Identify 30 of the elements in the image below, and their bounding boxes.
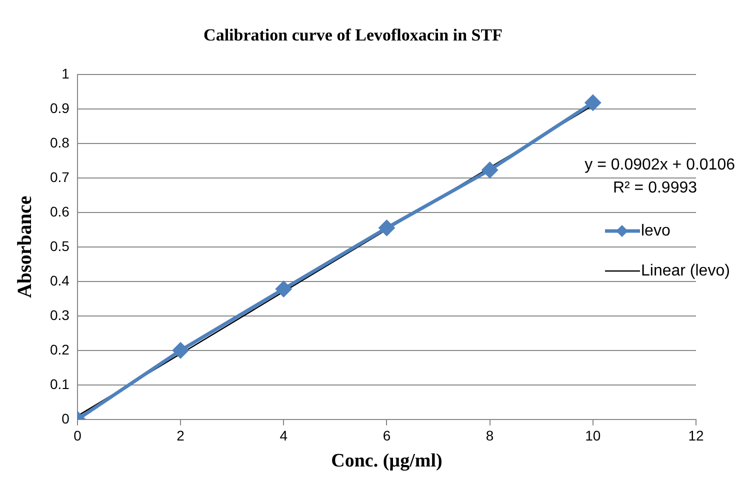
point [482, 162, 498, 178]
x-tick-label: 6 [382, 428, 391, 444]
y-tick-label: 0.2 [50, 341, 70, 358]
x-axis-title: Conc. (µg/ml) [331, 450, 442, 472]
y-tick-label: 0 [62, 410, 70, 426]
x-tick-label: 4 [280, 428, 288, 444]
annotation: R² = 0.9993 [612, 179, 698, 196]
y-tick-label: 0.8 [50, 134, 70, 150]
y-tick-label: 0.3 [50, 306, 70, 323]
y-tick-label: 0.4 [50, 272, 70, 288]
x-tick-label: 2 [176, 428, 185, 444]
point [172, 342, 188, 358]
x-tick-label: 8 [486, 428, 494, 444]
y-axis-title: Absorbance [14, 196, 36, 298]
annotation: y = 0.0902x + 0.0106 [584, 156, 736, 174]
x-tick-label: 0 [74, 428, 82, 444]
y-tick-label: 0.6 [50, 203, 70, 220]
point [378, 220, 394, 236]
legend-label: levo [641, 222, 670, 240]
y-tick-label: 0.7 [50, 168, 70, 185]
y-tick-label: 0.9 [50, 100, 70, 116]
y-tick-label: 0.1 [50, 376, 70, 392]
y-tick-label: 0.5 [50, 238, 70, 254]
x-tick-label: 10 [585, 428, 601, 444]
x-tick-label: 12 [688, 428, 704, 444]
point [276, 281, 292, 297]
point [585, 94, 601, 110]
chart-title: Calibration curve of Levofloxacin in STF [204, 26, 502, 45]
legend-label: Linear (levo) [641, 262, 730, 280]
y-tick-label: 1 [62, 65, 70, 82]
